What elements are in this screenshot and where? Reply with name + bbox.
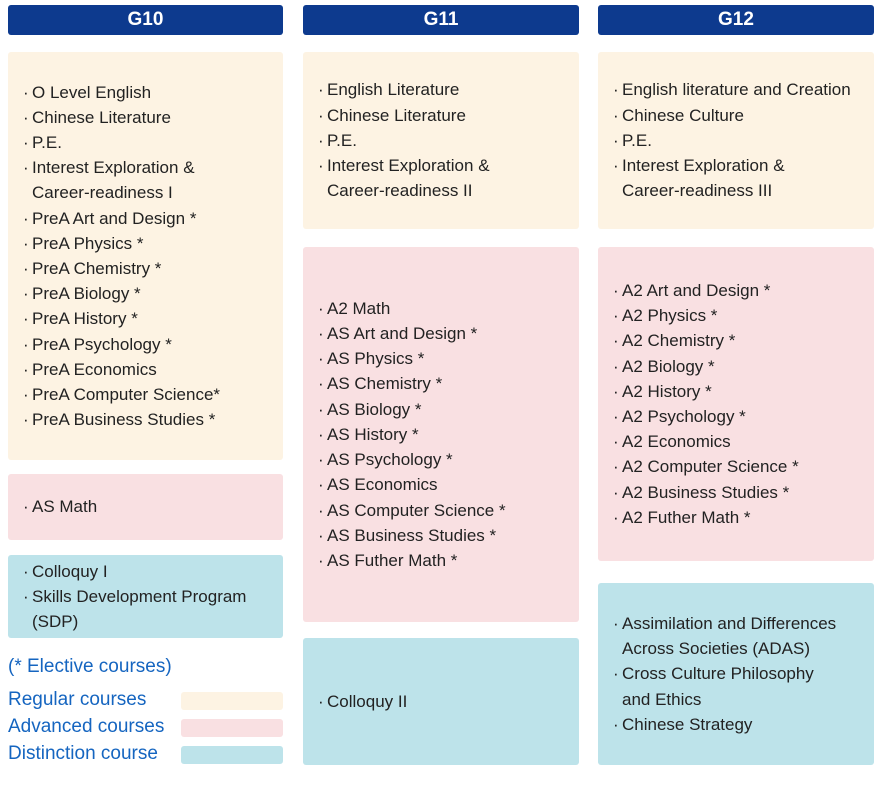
legend-advanced-label: Advanced courses xyxy=(8,716,165,737)
course-item: English literature and Creation xyxy=(613,77,866,102)
course-item: A2 Business Studies * xyxy=(613,480,866,505)
g12-regular-courses: English literature and CreationChinese C… xyxy=(598,52,874,229)
course-item: English Literature xyxy=(318,77,571,102)
course-item: Colloquy II xyxy=(318,689,571,714)
course-item: AS Psychology * xyxy=(318,447,571,472)
legend-distinction: Distinction course xyxy=(8,742,283,766)
legend-advanced: Advanced courses xyxy=(8,715,283,739)
g10-distinction-courses: Colloquy ISkills Development Program (SD… xyxy=(8,555,283,638)
course-item: PreA Business Studies * xyxy=(23,407,275,432)
g10-advanced-courses: AS Math xyxy=(8,474,283,540)
course-item: AS Physics * xyxy=(318,346,571,371)
course-item: P.E. xyxy=(318,128,571,153)
course-item: O Level English xyxy=(23,80,275,105)
course-item: Chinese Literature xyxy=(318,103,571,128)
course-item: Chinese Strategy xyxy=(613,712,866,737)
course-item: PreA Psychology * xyxy=(23,332,275,357)
legend-regular-swatch xyxy=(181,692,283,710)
course-item: A2 Economics xyxy=(613,429,866,454)
course-item: A2 Psychology * xyxy=(613,404,866,429)
course-item: Interest Exploration &Career-readiness I… xyxy=(613,153,866,203)
course-item: Skills Development Program (SDP) xyxy=(23,584,275,634)
g11-distinction-courses: Colloquy II xyxy=(303,638,579,765)
course-item: PreA History * xyxy=(23,306,275,331)
g11-advanced-courses: A2 MathAS Art and Design *AS Physics *AS… xyxy=(303,247,579,622)
legend-regular-label: Regular courses xyxy=(8,689,147,710)
course-item: A2 Physics * xyxy=(613,303,866,328)
course-item: A2 Chemistry * xyxy=(613,328,866,353)
course-item: A2 History * xyxy=(613,379,866,404)
course-item: P.E. xyxy=(23,130,275,155)
course-item: Interest Exploration &Career-readiness I… xyxy=(318,153,571,203)
course-item: AS Art and Design * xyxy=(318,321,571,346)
course-item: A2 Computer Science * xyxy=(613,454,866,479)
g11-regular-courses: English LiteratureChinese LiteratureP.E.… xyxy=(303,52,579,229)
course-item: PreA Art and Design * xyxy=(23,206,275,231)
legend-advanced-swatch xyxy=(181,719,283,737)
course-item: AS Math xyxy=(23,494,275,519)
course-item: PreA Chemistry * xyxy=(23,256,275,281)
course-item: A2 Art and Design * xyxy=(613,278,866,303)
course-item: A2 Biology * xyxy=(613,354,866,379)
legend-distinction-swatch xyxy=(181,746,283,764)
course-item: AS Chemistry * xyxy=(318,371,571,396)
course-item: Colloquy I xyxy=(23,559,275,584)
course-item: AS History * xyxy=(318,422,571,447)
course-item: PreA Physics * xyxy=(23,231,275,256)
course-item: PreA Biology * xyxy=(23,281,275,306)
course-item: AS Economics xyxy=(318,472,571,497)
course-item: P.E. xyxy=(613,128,866,153)
course-item: Chinese Culture xyxy=(613,103,866,128)
g12-header: G12 xyxy=(598,5,874,35)
course-item: Interest Exploration &Career-readiness I xyxy=(23,155,275,205)
course-item: Chinese Literature xyxy=(23,105,275,130)
course-item: A2 Futher Math * xyxy=(613,505,866,530)
course-item: AS Futher Math * xyxy=(318,548,571,573)
course-item: PreA Computer Science* xyxy=(23,382,275,407)
g10-header: G10 xyxy=(8,5,283,35)
g12-advanced-courses: A2 Art and Design *A2 Physics *A2 Chemis… xyxy=(598,247,874,561)
legend-distinction-label: Distinction course xyxy=(8,743,158,764)
course-item: AS Business Studies * xyxy=(318,523,571,548)
course-item: AS Computer Science * xyxy=(318,498,571,523)
legend-regular: Regular courses xyxy=(8,688,283,712)
g11-header: G11 xyxy=(303,5,579,35)
course-item: AS Biology * xyxy=(318,397,571,422)
course-item: A2 Math xyxy=(318,296,571,321)
course-item: PreA Economics xyxy=(23,357,275,382)
g10-regular-courses: O Level EnglishChinese LiteratureP.E.Int… xyxy=(8,52,283,460)
elective-note: (* Elective courses) xyxy=(8,656,172,677)
